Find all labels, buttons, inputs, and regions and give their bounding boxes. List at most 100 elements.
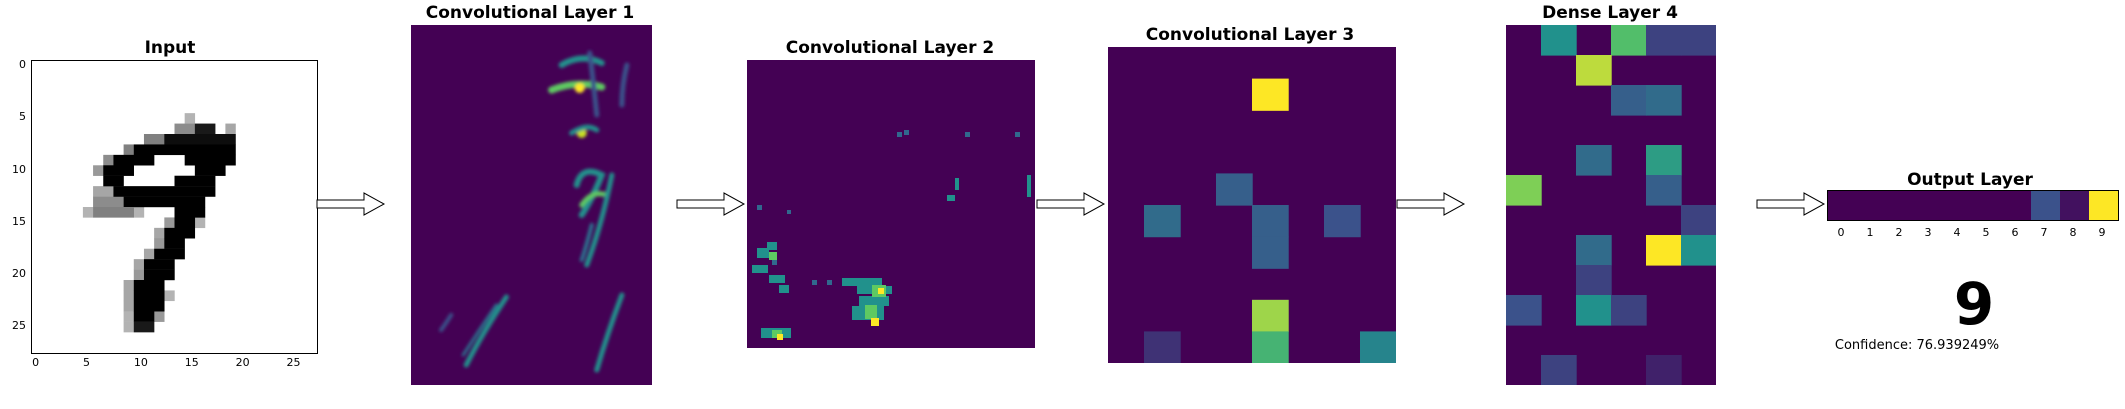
dense4-cell — [1611, 85, 1647, 116]
input-y-tick-label: 15 — [12, 214, 26, 228]
input-pixel — [133, 269, 145, 281]
input-title: Input — [144, 38, 196, 58]
conv3-feature-map — [1108, 47, 1396, 363]
conv3-title: Convolutional Layer 3 — [1145, 25, 1355, 45]
input-pixel — [133, 321, 155, 333]
conv3-cell — [1252, 78, 1289, 111]
input-pixel — [93, 165, 104, 176]
input-pixel — [184, 113, 196, 124]
input-pixel — [143, 269, 175, 281]
output-x-tick-label: 4 — [1953, 226, 1961, 239]
dense4-cell — [1646, 25, 1682, 56]
input-image — [31, 60, 318, 354]
input-pixel — [133, 300, 165, 312]
dense4-cell — [1541, 355, 1577, 385]
input-pixel — [184, 154, 236, 166]
dense4-cell — [1506, 175, 1542, 206]
input-pixel — [194, 123, 216, 135]
dense4-cell — [1646, 145, 1682, 176]
dense4-cell — [1681, 235, 1716, 266]
input-pixel — [164, 227, 196, 239]
input-pixel — [174, 207, 206, 218]
output-class-cell — [1944, 191, 1974, 220]
input-pixel — [164, 290, 175, 302]
conv3-cell — [1144, 205, 1181, 238]
output-class-cell — [1857, 191, 1887, 220]
input-pixel — [123, 144, 134, 156]
output-x-tick-label: 9 — [2098, 226, 2106, 239]
output-title: Output Layer — [1907, 170, 2033, 190]
input-pixel — [154, 238, 165, 249]
output-x-tick-label: 0 — [1837, 226, 1845, 239]
dense4-cell — [1681, 205, 1716, 236]
input-pixel — [123, 300, 134, 312]
dense4-title: Dense Layer 4 — [1542, 3, 1678, 23]
input-y-tick-label: 5 — [19, 110, 26, 124]
output-x-tick-label: 1 — [1866, 226, 1874, 239]
input-pixel — [133, 280, 165, 291]
input-pixel — [133, 207, 145, 218]
conv3-cell — [1144, 331, 1181, 363]
output-class-cell — [1973, 191, 2003, 220]
output-x-tick-label: 5 — [1982, 226, 1990, 239]
input-pixel — [164, 134, 236, 145]
dense4-cell — [1541, 25, 1577, 56]
input-pixel — [174, 217, 196, 229]
input-pixel — [164, 217, 175, 229]
conv1-title: Convolutional Layer 1 — [425, 3, 635, 23]
input-x-tick-label: 25 — [286, 356, 301, 369]
dense4-activation-map — [1506, 25, 1716, 385]
input-x-tick-label: 0 — [32, 356, 40, 369]
output-class-cell — [2060, 191, 2090, 220]
input-pixel — [143, 259, 175, 270]
dense4-cell — [1576, 295, 1612, 326]
input-y-tick-label: 20 — [12, 266, 26, 280]
input-pixel — [103, 165, 134, 176]
input-pixel — [143, 248, 155, 260]
output-x-tick-label: 2 — [1895, 226, 1903, 239]
input-pixel — [93, 196, 124, 208]
input-pixel — [133, 259, 145, 270]
input-pixel — [113, 186, 216, 197]
input-pixel — [123, 321, 134, 333]
arrow-icon — [1396, 192, 1466, 216]
output-x-tick-label: 3 — [1924, 226, 1932, 239]
output-class-cell — [1915, 191, 1945, 220]
conv3-cell — [1252, 331, 1289, 363]
input-pixel — [154, 248, 185, 260]
dense4-cell — [1576, 235, 1612, 266]
dense4-cell — [1611, 295, 1647, 326]
output-class-cell — [2002, 191, 2032, 220]
input-y-tick-label: 25 — [12, 318, 26, 332]
conv3-cell — [1360, 331, 1396, 363]
dense4-cell — [1576, 55, 1612, 86]
conv1-feature-map — [411, 25, 652, 385]
dense4-cell — [1646, 355, 1682, 385]
input-digit-image — [82, 113, 236, 333]
input-pixel — [133, 290, 165, 302]
output-x-tick-label: 7 — [2040, 226, 2048, 239]
output-class-cell — [1828, 191, 1858, 220]
dense4-cell — [1681, 25, 1716, 56]
input-x-tick-label: 20 — [235, 356, 250, 369]
dense4-cell — [1576, 265, 1612, 296]
dense4-cell — [1646, 235, 1682, 266]
arrow-icon — [316, 192, 386, 216]
input-y-tick-label: 10 — [12, 162, 26, 176]
dense4-cell — [1506, 295, 1542, 326]
input-pixel — [225, 123, 236, 135]
input-pixel — [133, 311, 155, 322]
dense4-cell — [1576, 145, 1612, 176]
input-y-tick-label: 0 — [19, 58, 26, 72]
predicted-digit: 9 — [1953, 270, 1995, 338]
input-pixel — [93, 186, 114, 197]
output-class-cell — [2031, 191, 2061, 220]
input-pixel — [123, 280, 134, 291]
conv2-feature-map — [747, 60, 1035, 348]
input-pixel — [154, 311, 165, 322]
conv2-title: Convolutional Layer 2 — [785, 38, 995, 58]
output-x-tick-label: 6 — [2011, 226, 2019, 239]
input-x-tick-label: 10 — [133, 356, 148, 369]
input-x-tick-label: 5 — [82, 356, 90, 369]
